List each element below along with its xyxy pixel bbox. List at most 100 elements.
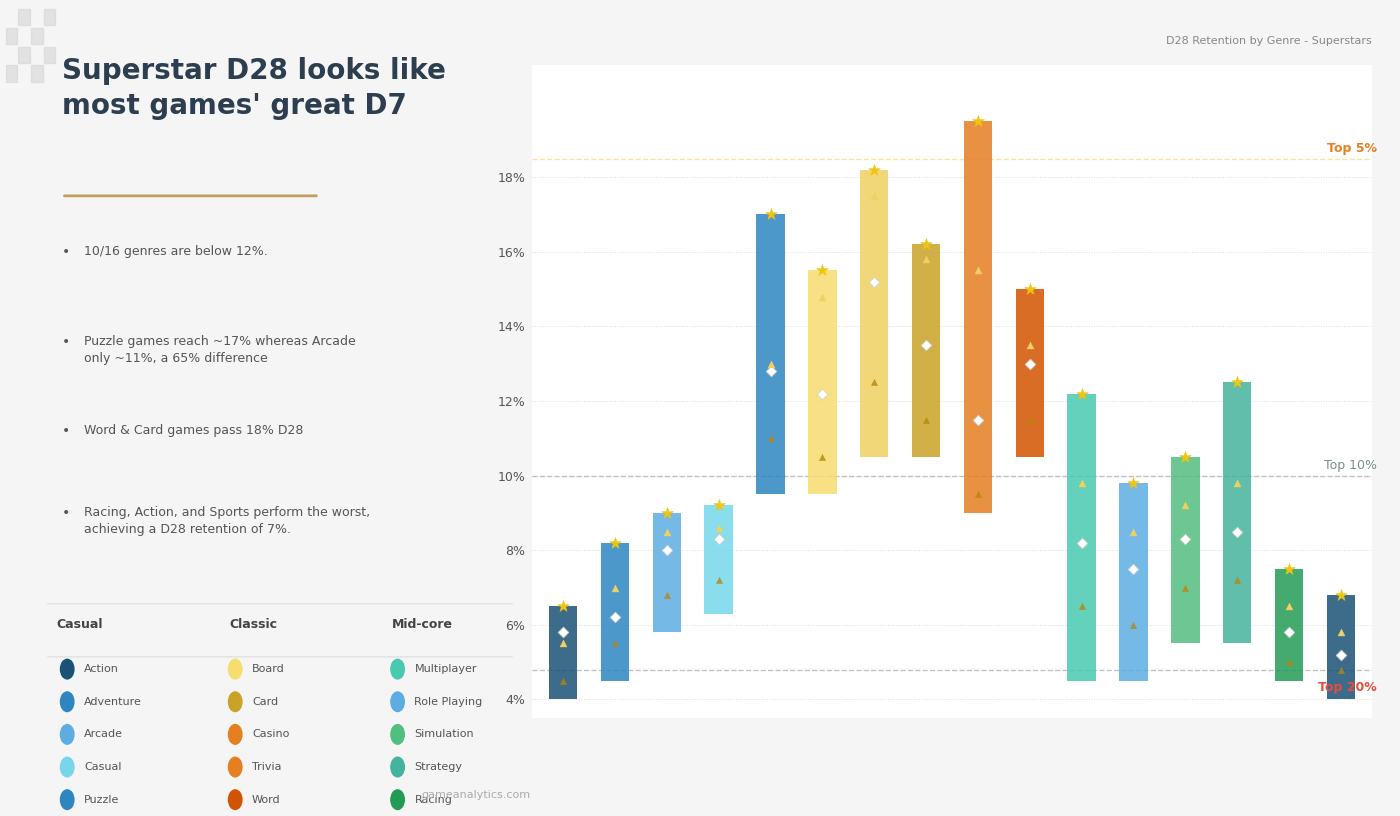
Point (759, 357, 781, 370)
Text: Casual: Casual (56, 619, 102, 632)
Text: Classic: Classic (230, 619, 277, 632)
Text: Multiplayer: Multiplayer (414, 664, 477, 674)
Point (603, 581, 626, 594)
Point (1226, 376, 1249, 389)
Text: Top 5%: Top 5% (1327, 142, 1378, 155)
Bar (963, 122, 993, 513)
Text: Casino: Casino (252, 730, 290, 739)
Bar (1170, 457, 1200, 644)
Point (967, 264, 990, 277)
Circle shape (228, 659, 242, 679)
Point (1071, 387, 1093, 400)
Point (655, 588, 678, 601)
Point (914, 413, 937, 426)
Point (1019, 339, 1042, 352)
Circle shape (60, 725, 74, 744)
Text: •: • (62, 506, 70, 520)
Text: Casual: Casual (84, 762, 122, 772)
Point (811, 290, 833, 303)
Point (1278, 626, 1301, 639)
Text: 10/16 genres are below 12%.: 10/16 genres are below 12%. (84, 245, 267, 258)
Bar (31, 28, 42, 44)
Text: Puzzle games reach ~17% whereas Arcade
only ~11%, a 65% difference: Puzzle games reach ~17% whereas Arcade o… (84, 335, 356, 365)
Text: Racing: Racing (414, 795, 452, 805)
Text: •: • (62, 335, 70, 348)
Circle shape (391, 659, 405, 679)
Point (707, 574, 729, 587)
Text: Word & Card games pass 18% D28: Word & Card games pass 18% D28 (84, 424, 304, 437)
Circle shape (391, 757, 405, 777)
Point (1019, 357, 1042, 370)
Bar (1224, 383, 1252, 644)
Bar (45, 9, 56, 25)
Text: Adventure: Adventure (84, 697, 141, 707)
Point (1175, 499, 1197, 512)
Point (552, 674, 574, 687)
Point (862, 376, 885, 389)
Bar (549, 606, 577, 699)
Text: Trivia: Trivia (252, 762, 281, 772)
Point (707, 499, 729, 512)
Point (1175, 581, 1197, 594)
Point (1123, 562, 1145, 575)
Point (1226, 525, 1249, 538)
Point (1123, 619, 1145, 632)
Bar (18, 47, 29, 63)
Point (1123, 525, 1145, 538)
Circle shape (60, 659, 74, 679)
Point (759, 208, 781, 221)
Point (1175, 450, 1197, 463)
Point (1175, 533, 1197, 546)
Text: •: • (62, 245, 70, 259)
Bar (860, 170, 889, 457)
Bar (808, 270, 837, 494)
Text: D28 Retention by Genre - Superstars: D28 Retention by Genre - Superstars (1166, 36, 1372, 46)
Bar (6, 28, 17, 44)
Text: Board: Board (252, 664, 284, 674)
Text: Puzzle: Puzzle (84, 795, 119, 805)
Point (655, 525, 678, 538)
Bar (6, 65, 17, 82)
Text: Strategy: Strategy (414, 762, 462, 772)
Bar (601, 543, 629, 681)
Bar (1275, 569, 1303, 681)
Point (914, 237, 937, 251)
Point (655, 543, 678, 557)
Point (967, 115, 990, 128)
Text: •: • (62, 424, 70, 438)
Circle shape (228, 757, 242, 777)
Point (707, 521, 729, 534)
Point (1019, 413, 1042, 426)
Point (552, 600, 574, 613)
Text: Arcade: Arcade (84, 730, 123, 739)
Point (1330, 663, 1352, 676)
Circle shape (60, 692, 74, 712)
Bar (31, 65, 42, 82)
Point (1071, 536, 1093, 549)
Point (914, 253, 937, 266)
Bar (18, 9, 29, 25)
Point (1330, 648, 1352, 661)
Point (759, 432, 781, 445)
Point (967, 488, 990, 501)
Point (603, 611, 626, 624)
Point (1330, 588, 1352, 601)
Bar (704, 505, 734, 614)
Circle shape (391, 725, 405, 744)
Bar (1015, 289, 1044, 457)
Point (1278, 655, 1301, 668)
Bar (652, 513, 680, 632)
Circle shape (228, 725, 242, 744)
Circle shape (60, 790, 74, 809)
Point (552, 637, 574, 650)
Point (967, 413, 990, 426)
Bar (1067, 393, 1096, 681)
Text: Simulation: Simulation (414, 730, 475, 739)
Point (1376, 146, 1399, 159)
Text: Action: Action (84, 664, 119, 674)
Text: Card: Card (252, 697, 279, 707)
Point (914, 339, 937, 352)
Bar (1119, 483, 1148, 681)
Point (1330, 626, 1352, 639)
Point (1278, 562, 1301, 575)
